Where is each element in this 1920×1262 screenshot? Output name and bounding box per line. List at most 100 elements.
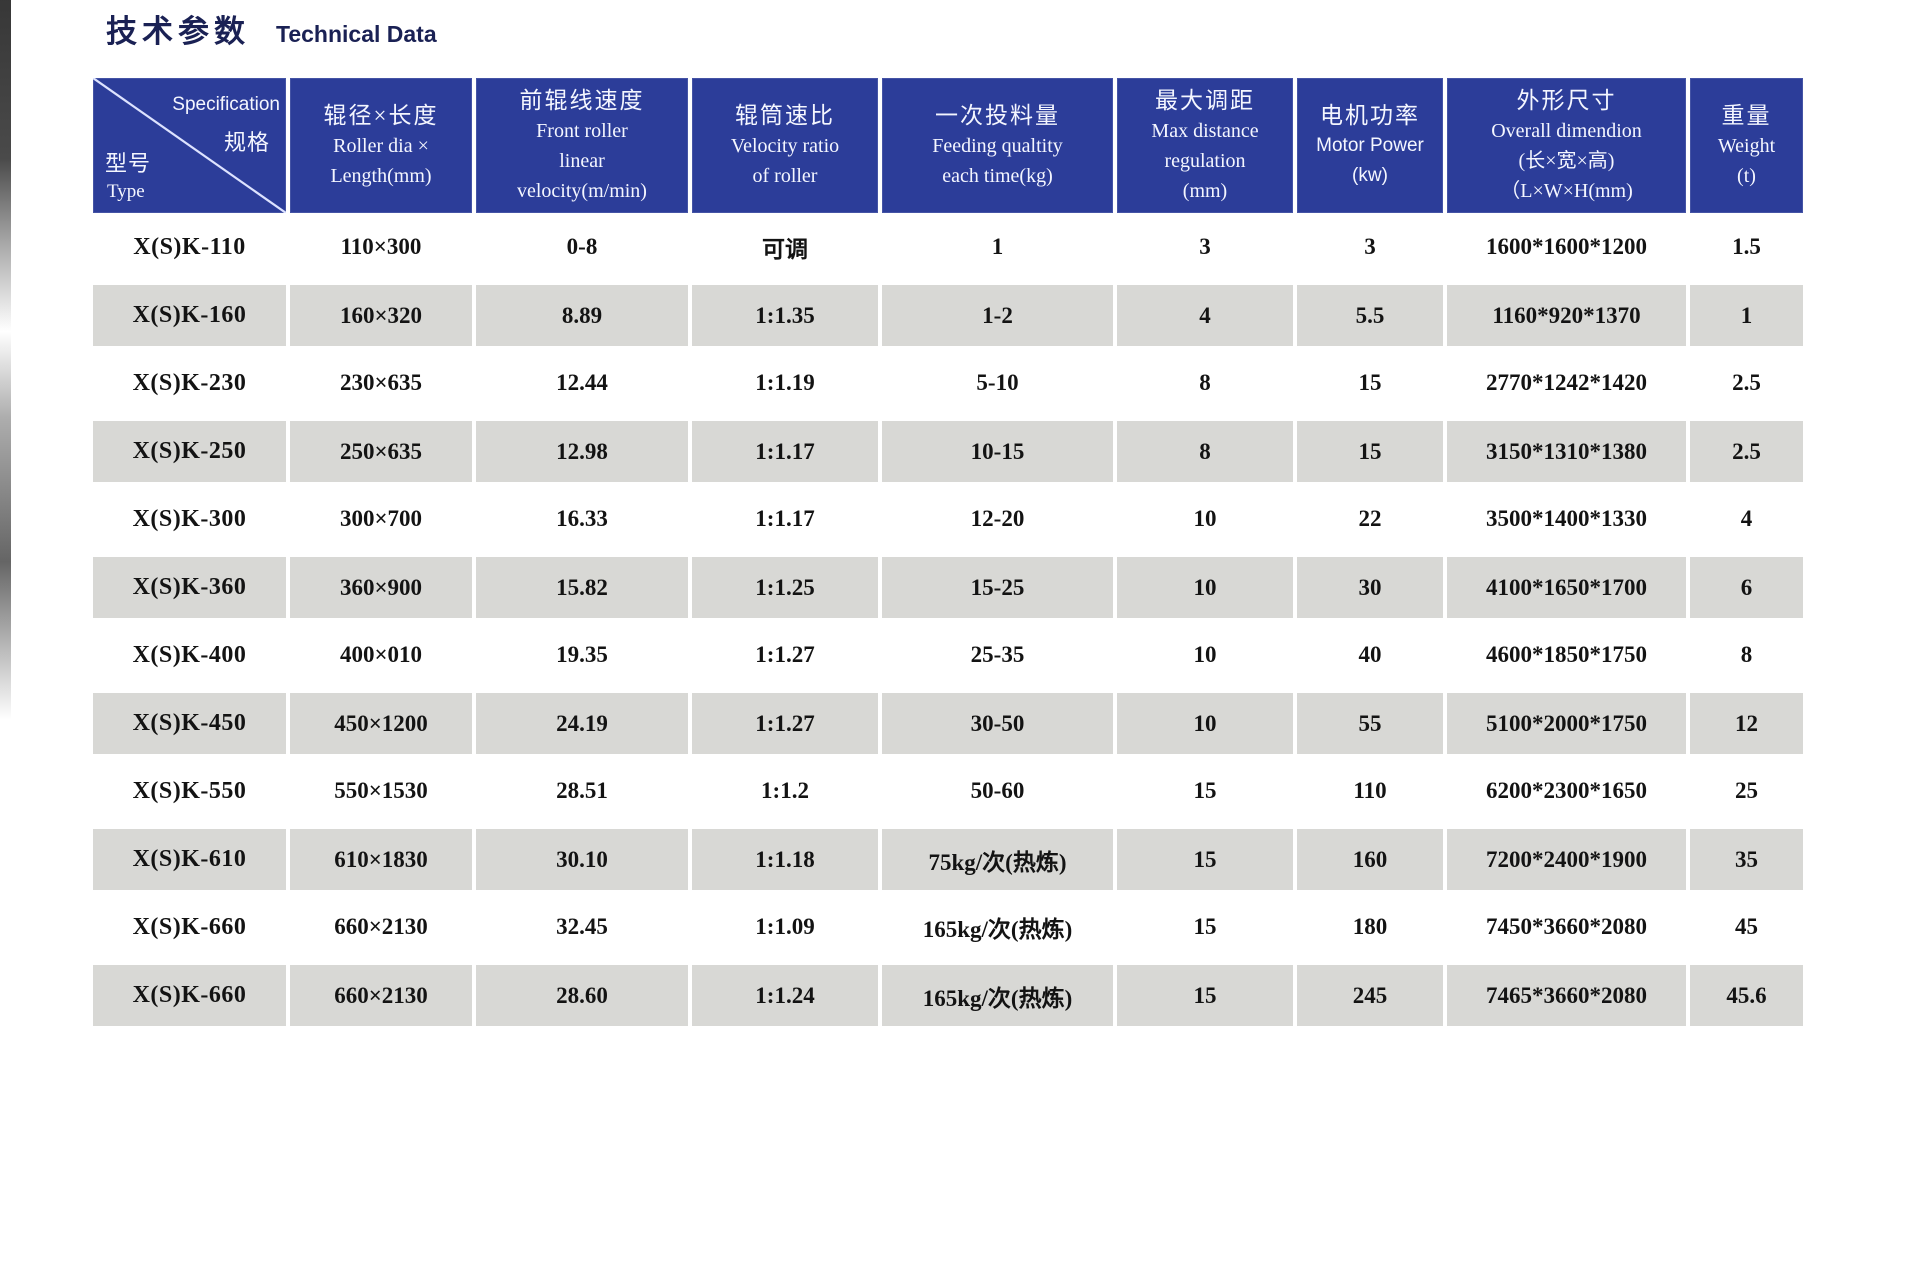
cell-value: 8	[1199, 370, 1211, 395]
row-4-roller-dia-length: 250×635	[290, 417, 472, 485]
row-8-velocity-ratio: 1:1.27	[692, 689, 878, 757]
header-label-en: linear	[559, 149, 605, 172]
header-label-en: velocity(m/min)	[517, 179, 647, 202]
row-5-front-roller-velocity: 16.33	[476, 485, 688, 553]
cell-value: 1	[991, 234, 1004, 259]
cell-value: 400×010	[339, 642, 423, 667]
cell-value: 10	[1193, 710, 1217, 736]
cell-value: 180	[1352, 914, 1388, 939]
cell-value: 12.98	[556, 438, 608, 464]
row-12-velocity-ratio: 1:1.24	[692, 961, 878, 1029]
cell-value: 10-15	[970, 438, 1025, 464]
cell-value: X(S)K-450	[132, 710, 247, 736]
header-label-en: Length(mm)	[330, 164, 432, 187]
row-3-overall-dimension: 2770*1242*1420	[1447, 349, 1686, 417]
row-5-roller-dia-length: 300×700	[290, 485, 472, 553]
row-4-model: X(S)K-250	[93, 417, 286, 485]
row-3-max-distance: 8	[1117, 349, 1293, 417]
row-10-model: X(S)K-610	[93, 825, 286, 893]
cell-value: 7450*3660*2080	[1486, 914, 1647, 939]
row-4-weight: 2.5	[1690, 417, 1803, 485]
cell-value: 6	[1740, 574, 1753, 600]
row-6-front-roller-velocity: 15.82	[476, 553, 688, 621]
cell-value: 32.45	[556, 914, 608, 939]
page-title-zh: 技术参数	[106, 14, 250, 49]
cell-value: X(S)K-660	[132, 913, 247, 940]
corner-specification-zh: 规格	[223, 130, 270, 155]
row-9-model: X(S)K-550	[93, 757, 286, 825]
row-1-velocity-ratio: 可调	[692, 213, 878, 281]
row-3-weight: 2.5	[1690, 349, 1803, 417]
row-5-motor-power: 22	[1297, 485, 1443, 553]
column-header-model-corner: Specification 规格 型号 Type	[93, 78, 286, 213]
row-6-roller-dia-length: 360×900	[290, 553, 472, 621]
header-label-en: (kw)	[1352, 164, 1388, 186]
cell-value: 40	[1358, 642, 1382, 667]
row-5-model: X(S)K-300	[93, 485, 286, 553]
cell-value: 3	[1199, 234, 1211, 259]
cell-value: 6200*2300*1650	[1486, 778, 1647, 803]
cell-value: 12	[1735, 710, 1758, 736]
cell-value: 4600*1850*1750	[1486, 642, 1647, 667]
header-label-zh: 辊筒速比	[735, 102, 835, 128]
cell-value: 8	[1740, 642, 1753, 667]
row-2-velocity-ratio: 1:1.35	[692, 281, 878, 349]
row-9-max-distance: 15	[1117, 757, 1293, 825]
row-4-front-roller-velocity: 12.98	[476, 417, 688, 485]
header-label-en: (长×宽×高)	[1518, 149, 1615, 172]
cell-value: 1-2	[982, 302, 1013, 328]
cell-value: 4	[1740, 506, 1753, 531]
cell-value: X(S)K-550	[132, 777, 247, 804]
row-12-max-distance: 15	[1117, 961, 1293, 1029]
cell-value: 28.60	[556, 982, 608, 1008]
cell-value: 610×1830	[334, 846, 428, 872]
row-10-feeding-quality: 75kg/次(热炼)	[882, 825, 1113, 893]
cell-value: 可调	[762, 237, 808, 262]
cell-value: 8	[1199, 438, 1211, 464]
header-label-en: Weight	[1717, 134, 1776, 157]
row-1-feeding-quality: 1	[882, 213, 1113, 281]
cell-value: 3150*1310*1380	[1486, 438, 1647, 464]
corner-type-en: Type	[107, 181, 145, 202]
header-label-en: each time(kg)	[942, 164, 1053, 187]
row-6-weight: 6	[1690, 553, 1803, 621]
page-title-en: Technical Data	[276, 21, 437, 47]
row-8-overall-dimension: 5100*2000*1750	[1447, 689, 1686, 757]
row-5-weight: 4	[1690, 485, 1803, 553]
cell-value: 3	[1364, 234, 1376, 259]
row-3-model: X(S)K-230	[93, 349, 286, 417]
row-9-weight: 25	[1690, 757, 1803, 825]
header-label-en: （L×W×H(mm)	[1500, 179, 1633, 202]
cell-value: 75kg/次(热炼)	[928, 849, 1067, 875]
row-12-weight: 45.6	[1690, 961, 1803, 1029]
row-10-motor-power: 160	[1297, 825, 1443, 893]
row-11-max-distance: 15	[1117, 893, 1293, 961]
row-2-feeding-quality: 1-2	[882, 281, 1113, 349]
row-1-motor-power: 3	[1297, 213, 1443, 281]
cell-value: 1:1.27	[755, 642, 815, 667]
cell-value: X(S)K-250	[132, 438, 247, 464]
row-1-overall-dimension: 1600*1600*1200	[1447, 213, 1686, 281]
diagonal-divider-line	[93, 78, 286, 213]
cell-value: 660×2130	[334, 914, 428, 939]
header-label-en: Max distance	[1151, 119, 1259, 142]
cell-value: 30.10	[556, 846, 608, 872]
row-9-front-roller-velocity: 28.51	[476, 757, 688, 825]
cell-value: 1.5	[1732, 234, 1761, 259]
cell-value: 4100*1650*1700	[1486, 574, 1647, 600]
header-label-en: (t)	[1737, 164, 1756, 187]
row-3-velocity-ratio: 1:1.19	[692, 349, 878, 417]
row-5-overall-dimension: 3500*1400*1330	[1447, 485, 1686, 553]
row-2-roller-dia-length: 160×320	[290, 281, 472, 349]
row-12-motor-power: 245	[1297, 961, 1443, 1029]
row-7-overall-dimension: 4600*1850*1750	[1447, 621, 1686, 689]
row-1-roller-dia-length: 110×300	[290, 213, 472, 281]
header-label-en: Overall dimendion	[1491, 119, 1642, 142]
row-5-max-distance: 10	[1117, 485, 1293, 553]
row-7-max-distance: 10	[1117, 621, 1293, 689]
cell-value: 15	[1193, 982, 1217, 1008]
row-3-front-roller-velocity: 12.44	[476, 349, 688, 417]
row-9-overall-dimension: 6200*2300*1650	[1447, 757, 1686, 825]
cell-value: 15	[1358, 370, 1382, 395]
cell-value: 1:1.17	[755, 506, 815, 531]
